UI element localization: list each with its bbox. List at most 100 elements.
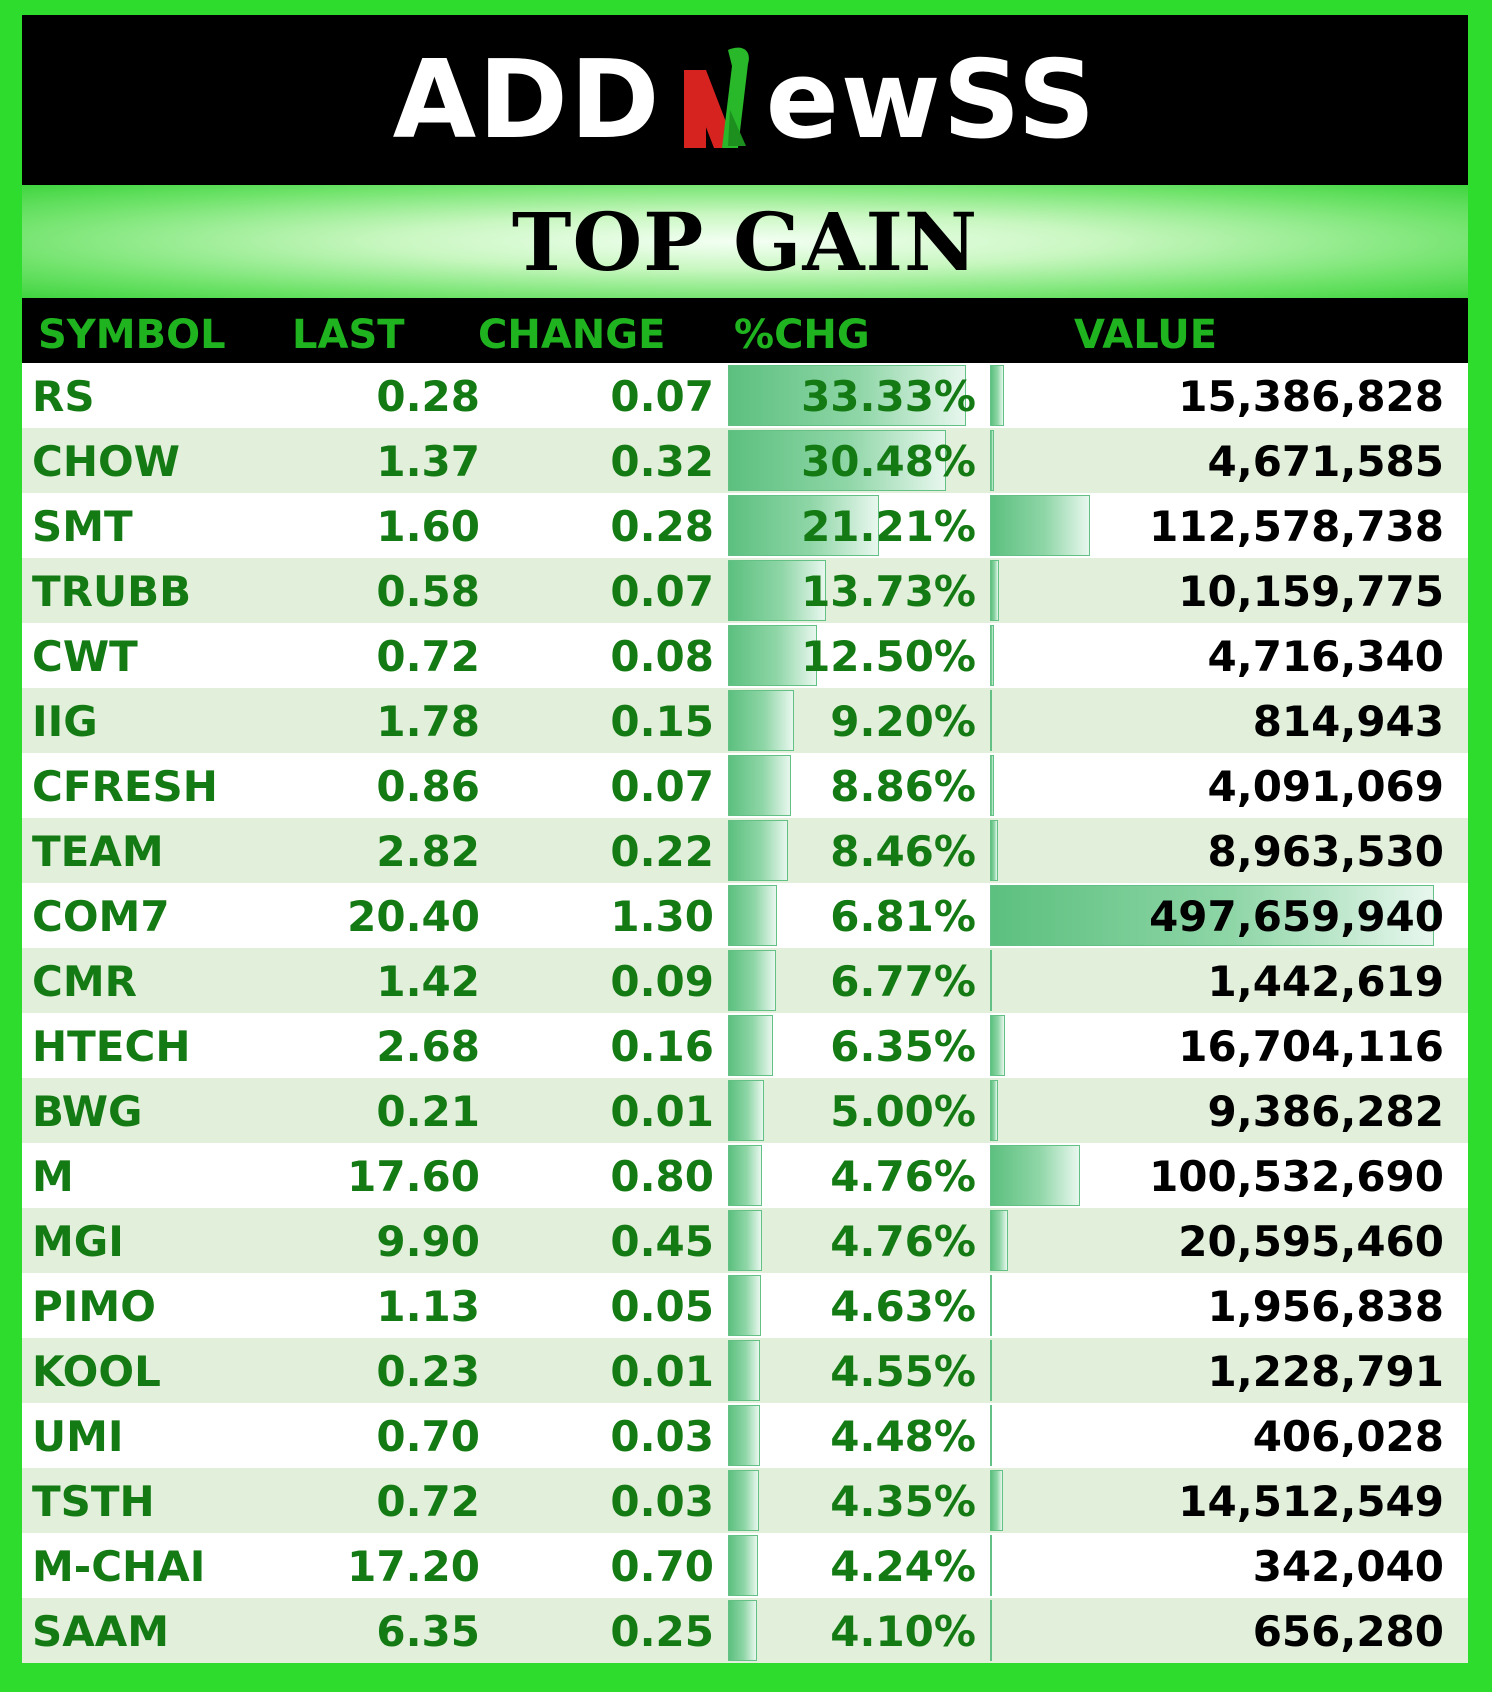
- value-data-bar: [990, 560, 999, 621]
- change-cell: 0.25: [610, 1607, 714, 1656]
- change-cell: 0.32: [610, 437, 714, 486]
- pct-chg-cell: 6.81%: [830, 892, 976, 941]
- value-data-bar: [990, 950, 992, 1011]
- symbol-cell: SMT: [32, 502, 133, 551]
- pct-chg-cell: 4.55%: [830, 1347, 976, 1396]
- symbol-cell: UMI: [32, 1412, 124, 1461]
- table-row: CMR 1.42 0.09 6.77% 1,442,619: [22, 948, 1468, 1013]
- pct-chg-cell: 4.10%: [830, 1607, 976, 1656]
- value-cell: 14,512,549: [1178, 1477, 1444, 1526]
- value-cell: 1,228,791: [1207, 1347, 1444, 1396]
- value-cell: 4,671,585: [1207, 437, 1444, 486]
- table-row: M 17.60 0.80 4.76% 100,532,690: [22, 1143, 1468, 1208]
- change-cell: 0.45: [610, 1217, 714, 1266]
- last-cell: 20.40: [347, 892, 480, 941]
- pct-chg-cell: 9.20%: [830, 697, 976, 746]
- pct-chg-cell: 4.48%: [830, 1412, 976, 1461]
- table-row: BWG 0.21 0.01 5.00% 9,386,282: [22, 1078, 1468, 1143]
- symbol-cell: TEAM: [32, 827, 164, 876]
- pct-chg-cell: 30.48%: [801, 437, 976, 486]
- pct-chg-data-bar: [728, 1080, 764, 1141]
- last-cell: 0.86: [376, 762, 480, 811]
- last-cell: 9.90: [376, 1217, 480, 1266]
- symbol-cell: BWG: [32, 1087, 143, 1136]
- value-cell: 497,659,940: [1149, 892, 1444, 941]
- pct-chg-data-bar: [728, 560, 826, 621]
- symbol-cell: TRUBB: [32, 567, 192, 616]
- value-cell: 1,442,619: [1207, 957, 1444, 1006]
- logo-text-add: ADD: [392, 37, 662, 163]
- logo-text-ewss: ewSS: [765, 37, 1098, 163]
- value-data-bar: [990, 1210, 1008, 1271]
- value-cell: 20,595,460: [1178, 1217, 1444, 1266]
- value-data-bar: [990, 1600, 992, 1661]
- value-cell: 9,386,282: [1207, 1087, 1444, 1136]
- pct-chg-cell: 4.35%: [830, 1477, 976, 1526]
- table-row: IIG 1.78 0.15 9.20% 814,943: [22, 688, 1468, 753]
- pct-chg-data-bar: [728, 950, 776, 1011]
- green-red-n-logo-icon: [666, 40, 762, 160]
- change-cell: 0.16: [610, 1022, 714, 1071]
- symbol-cell: KOOL: [32, 1347, 161, 1396]
- table-row: HTECH 2.68 0.16 6.35% 16,704,116: [22, 1013, 1468, 1078]
- change-cell: 0.28: [610, 502, 714, 551]
- value-data-bar: [990, 1470, 1003, 1531]
- value-cell: 100,532,690: [1149, 1152, 1444, 1201]
- pct-chg-data-bar: [728, 1145, 762, 1206]
- last-cell: 0.28: [376, 372, 480, 421]
- table-row: CFRESH 0.86 0.07 8.86% 4,091,069: [22, 753, 1468, 818]
- value-data-bar: [990, 1145, 1080, 1206]
- pct-chg-data-bar: [728, 755, 791, 816]
- table-row: TSTH 0.72 0.03 4.35% 14,512,549: [22, 1468, 1468, 1533]
- column-header-value: VALUE: [1074, 312, 1218, 358]
- table-row: RS 0.28 0.07 33.33% 15,386,828: [22, 363, 1468, 428]
- value-data-bar: [990, 1340, 992, 1401]
- value-data-bar: [990, 625, 994, 686]
- value-data-bar: [990, 1535, 992, 1596]
- pct-chg-data-bar: [728, 1015, 773, 1076]
- title-band: [22, 185, 1468, 298]
- pct-chg-cell: 33.33%: [801, 372, 976, 421]
- value-data-bar: [990, 820, 998, 881]
- change-cell: 0.80: [610, 1152, 714, 1201]
- value-cell: 10,159,775: [1178, 567, 1444, 616]
- page-title: TOP GAIN: [511, 195, 979, 289]
- last-cell: 1.37: [376, 437, 480, 486]
- last-cell: 1.60: [376, 502, 480, 551]
- symbol-cell: PIMO: [32, 1282, 156, 1331]
- column-header-change: CHANGE: [478, 312, 666, 358]
- change-cell: 0.07: [610, 567, 714, 616]
- change-cell: 0.15: [610, 697, 714, 746]
- value-cell: 4,091,069: [1207, 762, 1444, 811]
- pct-chg-data-bar: [728, 430, 946, 491]
- symbol-cell: HTECH: [32, 1022, 191, 1071]
- symbol-cell: TSTH: [32, 1477, 155, 1526]
- pct-chg-cell: 4.63%: [830, 1282, 976, 1331]
- pct-chg-cell: 4.76%: [830, 1217, 976, 1266]
- value-data-bar: [990, 1405, 992, 1466]
- value-cell: 656,280: [1252, 1607, 1444, 1656]
- pct-chg-cell: 5.00%: [830, 1087, 976, 1136]
- symbol-cell: IIG: [32, 697, 98, 746]
- change-cell: 0.05: [610, 1282, 714, 1331]
- table-row: SAAM 6.35 0.25 4.10% 656,280: [22, 1598, 1468, 1663]
- value-data-bar: [990, 885, 1434, 946]
- value-data-bar: [990, 1275, 992, 1336]
- table-row: CWT 0.72 0.08 12.50% 4,716,340: [22, 623, 1468, 688]
- pct-chg-cell: 6.35%: [830, 1022, 976, 1071]
- symbol-cell: M: [32, 1152, 74, 1201]
- value-data-bar: [990, 690, 992, 751]
- change-cell: 0.07: [610, 762, 714, 811]
- pct-chg-cell: 8.86%: [830, 762, 976, 811]
- table-row: MGI 9.90 0.45 4.76% 20,595,460: [22, 1208, 1468, 1273]
- pct-chg-data-bar: [728, 1600, 757, 1661]
- change-cell: 0.07: [610, 372, 714, 421]
- change-cell: 0.03: [610, 1477, 714, 1526]
- symbol-cell: CMR: [32, 957, 137, 1006]
- pct-chg-cell: 21.21%: [801, 502, 976, 551]
- value-data-bar: [990, 1015, 1005, 1076]
- value-data-bar: [990, 495, 1090, 556]
- last-cell: 2.82: [376, 827, 480, 876]
- table-frame: ADD ewSS TOP GAIN SYMBOL LAST CHANGE %CH…: [22, 15, 1468, 1663]
- symbol-cell: MGI: [32, 1217, 124, 1266]
